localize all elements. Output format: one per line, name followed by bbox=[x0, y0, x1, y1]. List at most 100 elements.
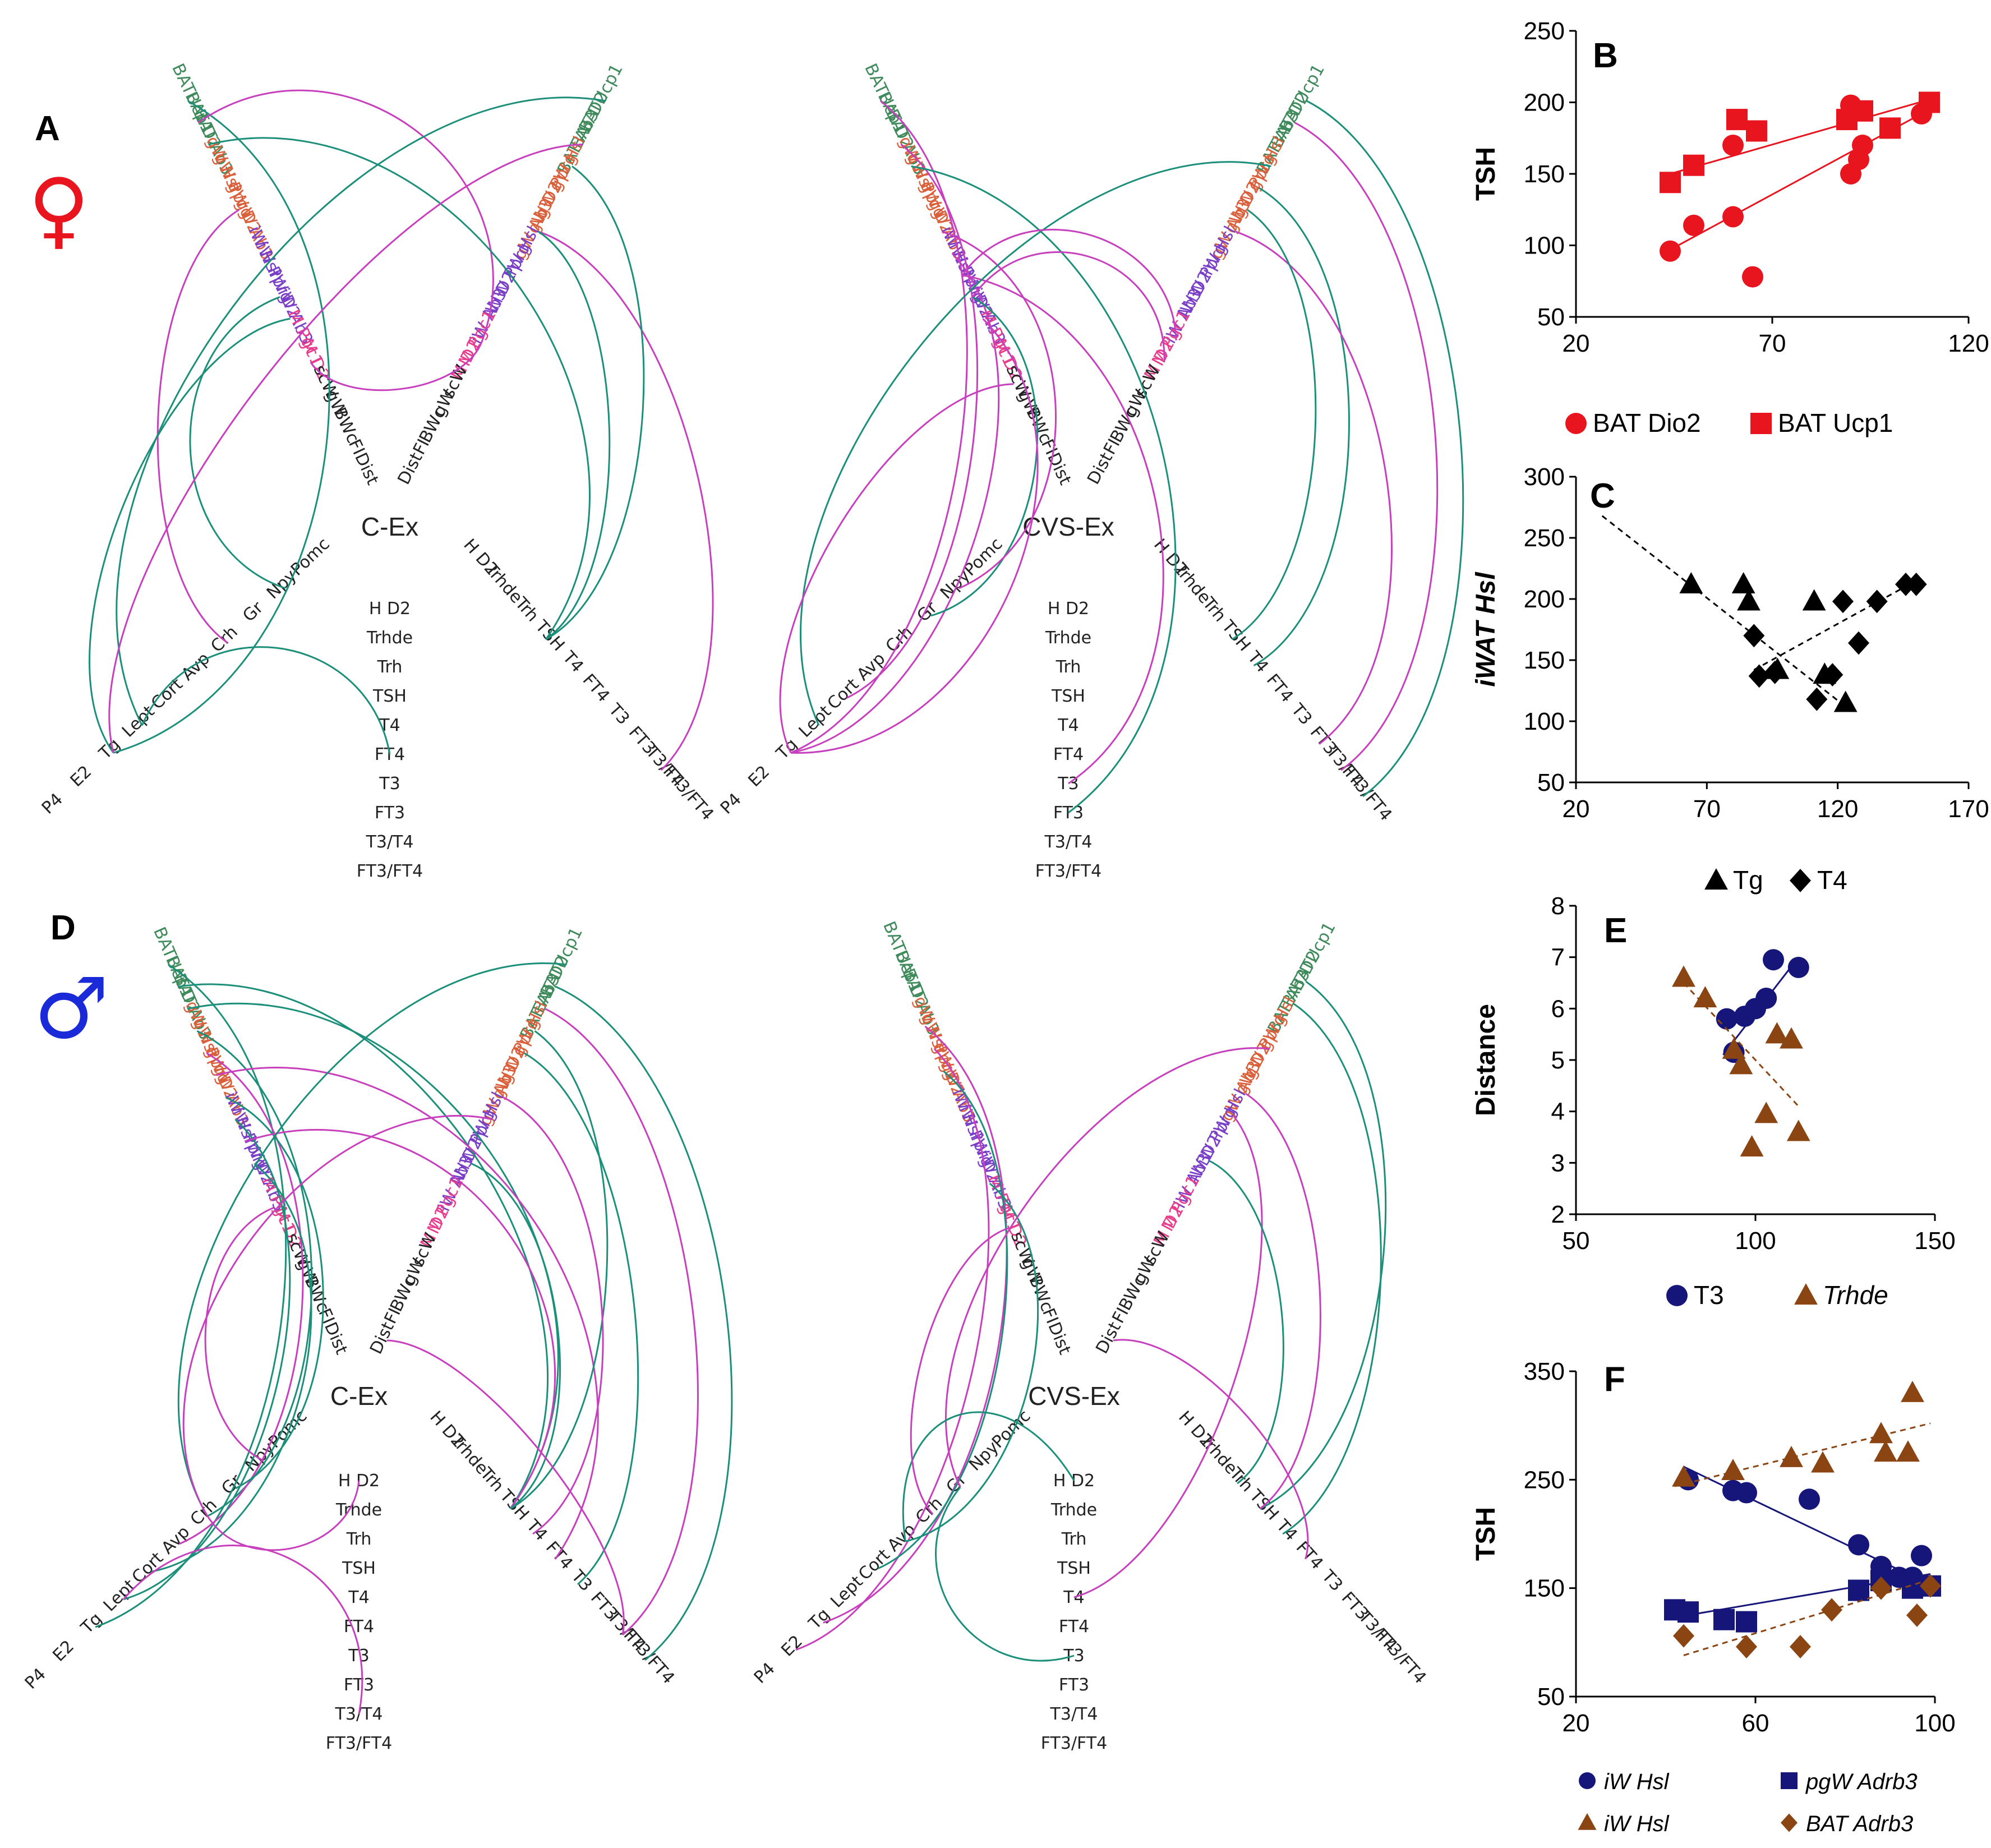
connection-link bbox=[1253, 187, 1350, 666]
node-label: FT4 bbox=[1292, 1538, 1327, 1574]
data-point bbox=[1729, 1053, 1753, 1075]
chart-F: 50 150 250 350 20 60 100 TSH iW Hsl pgW Adrb3 iW H… bbox=[1471, 1358, 1956, 1836]
legend-marker bbox=[1578, 1813, 1597, 1830]
connection-link bbox=[1294, 122, 1439, 771]
connection-link bbox=[971, 251, 1165, 362]
center-label: FT3 bbox=[375, 803, 405, 823]
data-point bbox=[1764, 660, 1786, 684]
y-tick-label: 150 bbox=[1524, 160, 1565, 188]
legend-marker bbox=[1790, 869, 1811, 892]
data-point bbox=[1866, 589, 1888, 614]
legend-label: BAT Adrb3 bbox=[1806, 1812, 1913, 1836]
data-point bbox=[1806, 687, 1828, 711]
panel-label-b: B bbox=[1593, 36, 1618, 75]
data-point bbox=[1672, 1465, 1695, 1487]
connection-link bbox=[790, 100, 968, 754]
legend-label: Trhde bbox=[1823, 1280, 1888, 1310]
center-label: Trhde bbox=[366, 628, 413, 648]
y-tick-label: 2 bbox=[1551, 1201, 1565, 1228]
center-label: Trh bbox=[1056, 657, 1081, 677]
node-label: T3 bbox=[1287, 700, 1316, 729]
legend-entry: BAT Adrb3 bbox=[1781, 1812, 1913, 1836]
legend-label: T3 bbox=[1694, 1280, 1724, 1310]
panel-label-a: A bbox=[35, 109, 60, 148]
center-label: FT3/FT4 bbox=[326, 1734, 392, 1753]
connection-link bbox=[179, 1052, 304, 1545]
connection-link bbox=[1306, 100, 1464, 798]
data-point bbox=[1852, 100, 1873, 122]
connection-link bbox=[89, 317, 291, 754]
legend-marker bbox=[1781, 1772, 1798, 1789]
data-point bbox=[1660, 240, 1681, 262]
legend-entry: Trhde bbox=[1794, 1280, 1888, 1310]
center-label: FT3 bbox=[1053, 803, 1084, 823]
node-label: Tg bbox=[95, 735, 124, 764]
node-label: P4 bbox=[717, 790, 745, 818]
node-label: T4 bbox=[1243, 647, 1272, 676]
connection-link bbox=[116, 96, 606, 726]
data-point bbox=[1852, 135, 1873, 156]
y-tick-label: 3 bbox=[1551, 1149, 1565, 1177]
center-label: TSH bbox=[372, 686, 407, 706]
data-point bbox=[1848, 631, 1869, 655]
y-tick-label: 200 bbox=[1524, 586, 1565, 613]
center-label: T4 bbox=[348, 1588, 369, 1607]
legend-label: BAT Dio2 bbox=[1593, 408, 1701, 437]
x-tick-label: 120 bbox=[1948, 330, 1989, 357]
node-label: P4 bbox=[21, 1665, 50, 1693]
trend-line bbox=[1683, 982, 1799, 1107]
y-tick-label: 150 bbox=[1524, 647, 1565, 674]
x-tick-label: 20 bbox=[1563, 1709, 1590, 1737]
connection-link bbox=[911, 165, 1177, 814]
data-point bbox=[1822, 663, 1843, 687]
data-point bbox=[1742, 266, 1763, 288]
connection-link bbox=[95, 964, 287, 1628]
connection-link bbox=[196, 1030, 313, 1517]
connection-link bbox=[386, 1339, 625, 1635]
center-label: TSH bbox=[1057, 1559, 1091, 1578]
series-1 bbox=[1672, 965, 1810, 1156]
data-point bbox=[1713, 1609, 1735, 1630]
connection-link bbox=[910, 1227, 1009, 1515]
connection-link bbox=[902, 1411, 1075, 1542]
data-point bbox=[1811, 1451, 1835, 1473]
legend-marker bbox=[1565, 413, 1587, 434]
data-point bbox=[1731, 572, 1755, 593]
data-point bbox=[1879, 117, 1901, 139]
connection-link bbox=[846, 144, 979, 699]
diagram-title: C-Ex bbox=[361, 512, 418, 541]
connection-link bbox=[1113, 1339, 1309, 1560]
node-label: E2 bbox=[67, 762, 96, 791]
connection-link bbox=[197, 89, 494, 341]
data-point bbox=[1799, 1488, 1820, 1510]
data-point bbox=[1716, 1008, 1737, 1030]
data-point bbox=[1743, 624, 1765, 648]
connection-link bbox=[1231, 209, 1317, 640]
legend-marker bbox=[1666, 1285, 1688, 1306]
x-tick-label: 170 bbox=[1948, 795, 1989, 823]
connection-link bbox=[204, 1207, 274, 1462]
connection-link bbox=[877, 1070, 1008, 1570]
data-point bbox=[1679, 572, 1703, 593]
data-point bbox=[1901, 1380, 1924, 1402]
series-2 bbox=[1672, 1380, 1931, 1487]
center-label: FT3 bbox=[1059, 1675, 1089, 1695]
data-point bbox=[1874, 1440, 1897, 1462]
center-label: FT3/FT4 bbox=[1041, 1734, 1107, 1753]
y-tick-label: 8 bbox=[1551, 892, 1565, 920]
connection-link bbox=[962, 274, 1164, 785]
connection-link bbox=[187, 1002, 559, 1509]
connection-link bbox=[538, 231, 611, 640]
connection-link bbox=[123, 1118, 291, 1601]
node-label: FT4 bbox=[579, 670, 614, 706]
center-label: T3/T4 bbox=[366, 832, 414, 852]
y-tick-label: 300 bbox=[1524, 463, 1565, 491]
node-label: Avp bbox=[178, 649, 214, 685]
connection-link bbox=[930, 296, 1038, 617]
center-label: T4 bbox=[1063, 1588, 1084, 1607]
data-point bbox=[1693, 986, 1717, 1008]
trend-line bbox=[1670, 98, 1930, 175]
